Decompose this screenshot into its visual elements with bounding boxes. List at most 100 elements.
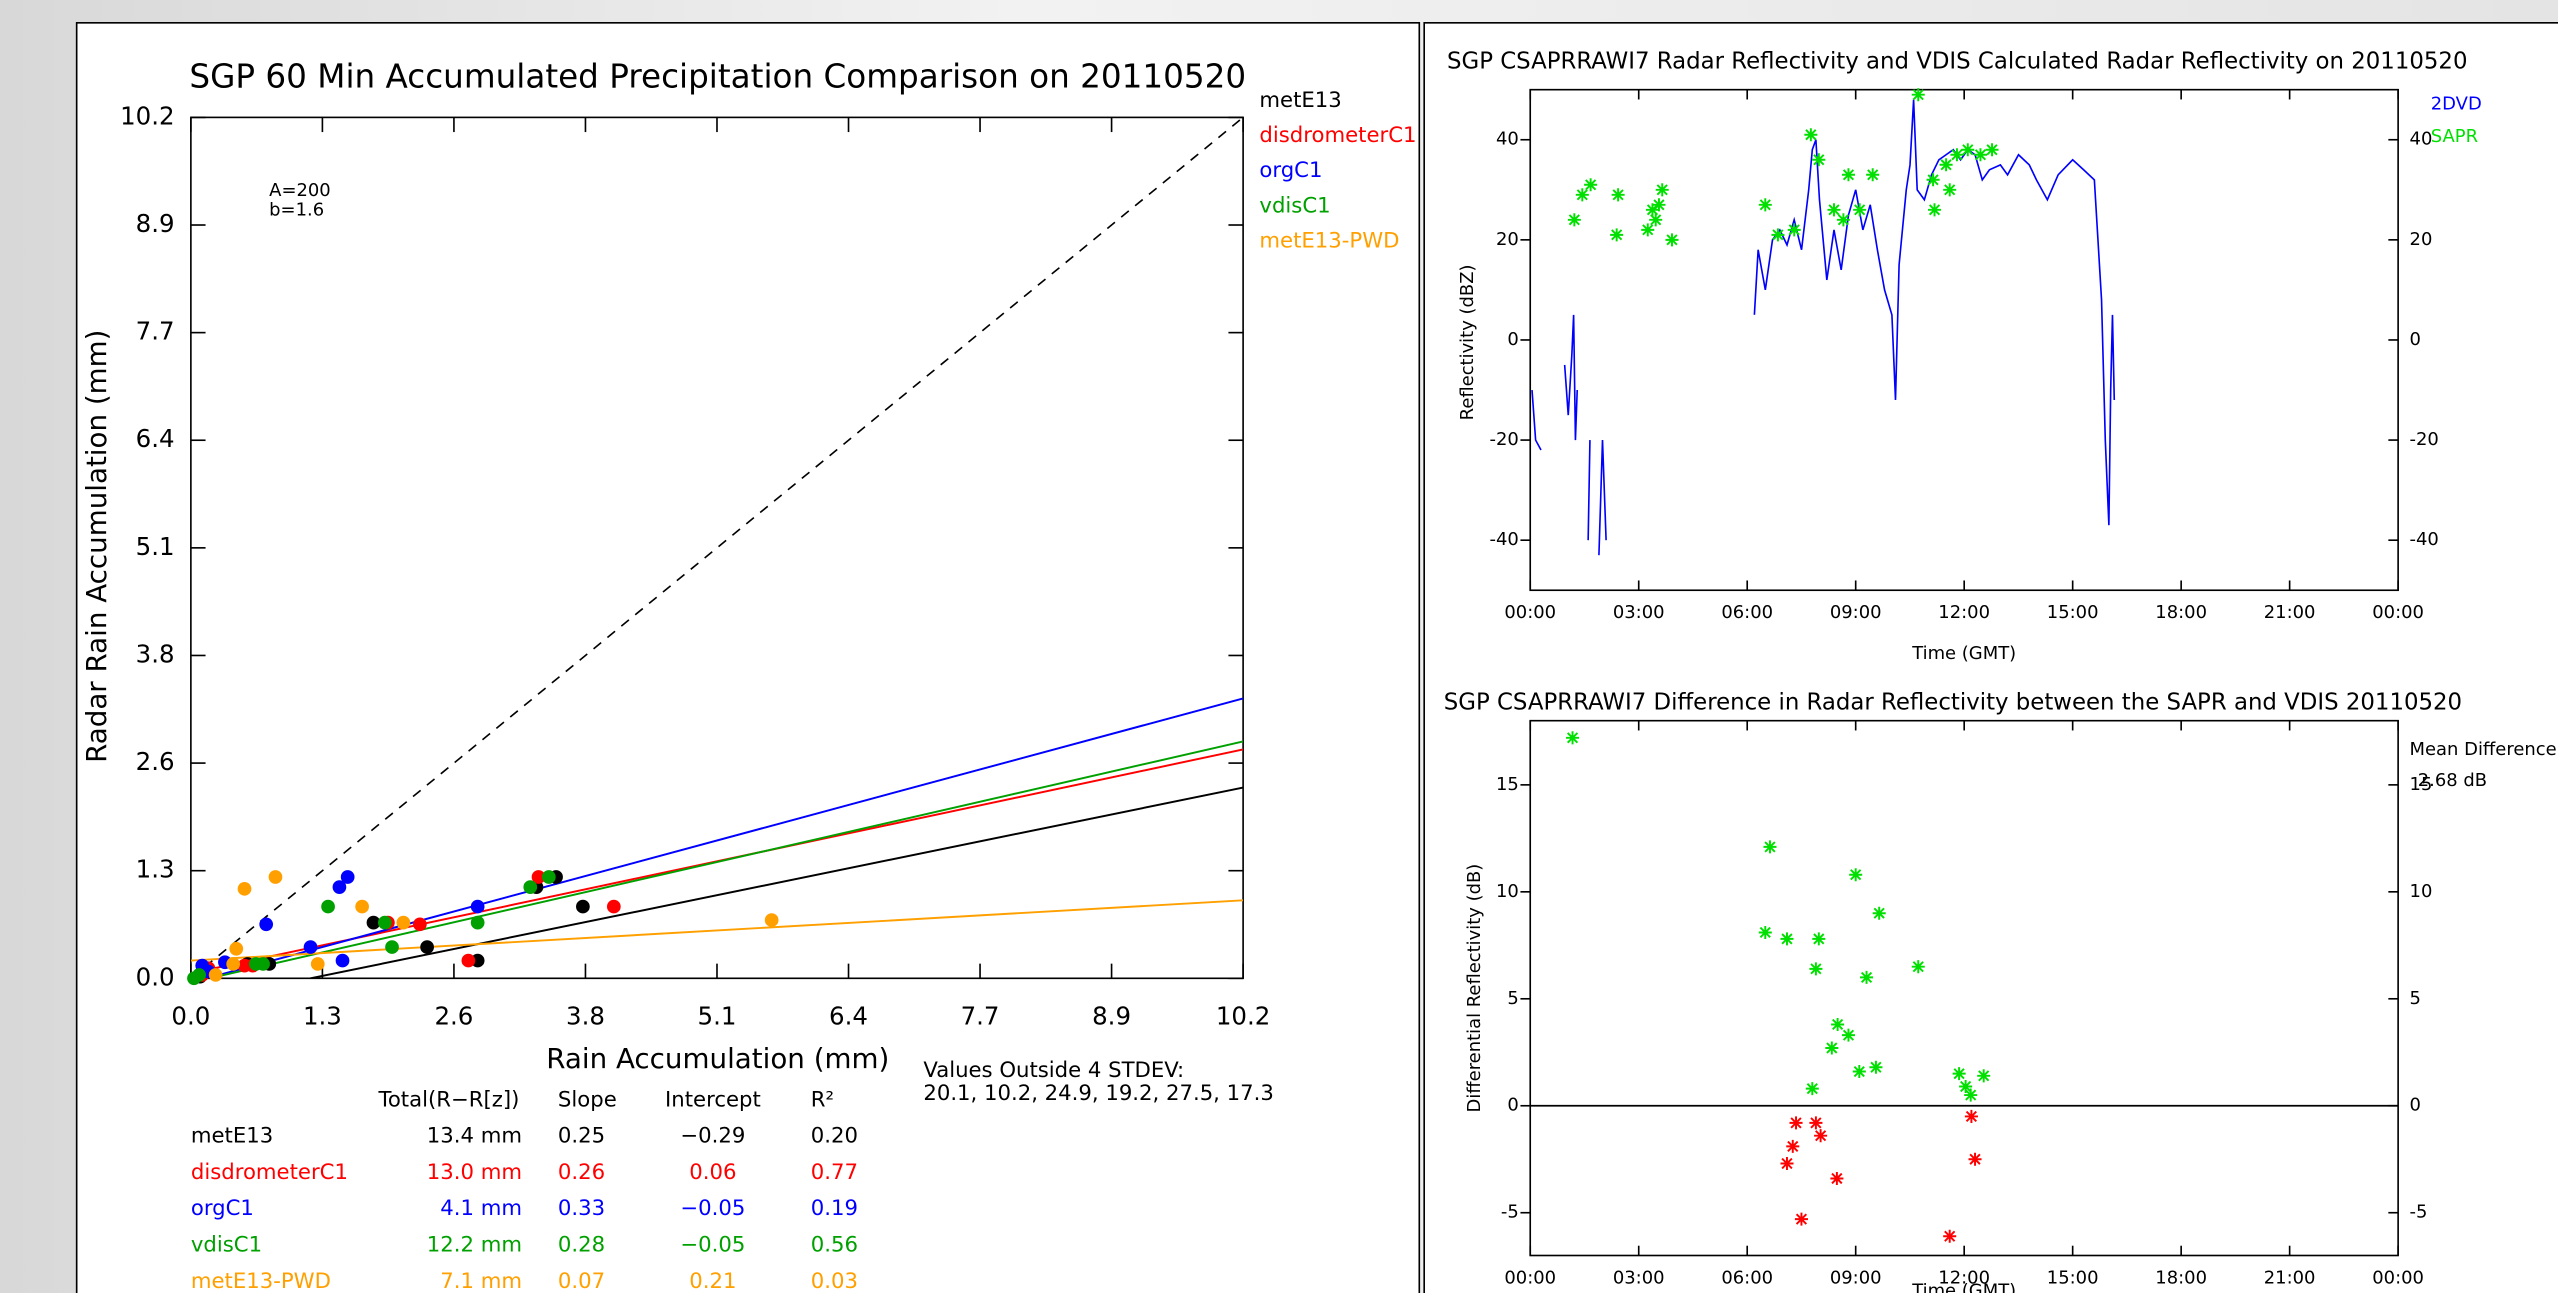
y2-tick-label: -20 [2410,429,2439,450]
table-total: 13.0 mm [427,1159,522,1184]
legend-entry: metE13 [1259,87,1341,112]
point [321,899,335,914]
x-tick-label: 06:00 [1721,602,1773,623]
star-marker [1911,960,1925,974]
table-cell: −0.05 [680,1195,745,1220]
table-cell: 0.21 [689,1268,736,1293]
star-marker [1645,203,1659,217]
star-marker [1977,1069,1991,1083]
table-total: 12.2 mm [427,1232,522,1257]
star-marker [1831,1017,1845,1031]
star-marker [1964,1109,1978,1123]
y2-tick-label: 0 [2410,329,2421,350]
y2-tick-label: -5 [2410,1202,2428,1223]
x-tick-label: 0.0 [171,1001,210,1030]
star-marker [1812,153,1826,167]
fit-line [202,697,1244,979]
y-axis-label: Radar Rain Accumulation (mm) [80,330,113,763]
legend-entry: metE13-PWD [1259,227,1399,252]
annotation: b=1.6 [269,199,324,220]
legend-entry: 2DVD [2431,93,2482,114]
point [192,968,206,982]
point [237,881,252,896]
star-marker [1939,158,1953,172]
one-to-one-line [190,117,1244,979]
legend-entry: SAPR [2431,126,2478,147]
star-marker [1804,128,1818,142]
star-marker [1787,223,1801,237]
star-marker [1853,203,1867,217]
table-header: Intercept [665,1087,761,1112]
star-marker [1805,1082,1819,1096]
y-tick-label: 10 [1496,881,1519,902]
point [461,953,476,968]
table-cell: 0.28 [558,1232,605,1257]
point [229,941,244,956]
x-tick-label: 00:00 [2372,1267,2424,1288]
x-axis-label: Time (GMT) [1911,1280,2016,1293]
point [470,899,485,914]
x-axis-label: Time (GMT) [1911,643,2016,664]
y-tick-label: 6.4 [136,424,175,453]
star-marker [1961,143,1975,157]
x-tick-label: 15:00 [2047,1267,2099,1288]
point [303,940,318,954]
point [259,917,274,932]
y-tick-label: 0.0 [136,962,175,991]
star-marker [1652,198,1666,212]
star-marker [1841,1028,1855,1042]
star-marker [1825,1041,1839,1055]
y-tick-label: 5 [1507,988,1518,1009]
star-marker [1841,168,1855,182]
star-marker [1827,203,1841,217]
y-tick-label: -40 [1489,529,1518,550]
star-marker [1789,1116,1803,1130]
point [413,917,427,932]
point [208,968,223,982]
table-row-name: disdrometerC1 [191,1159,348,1184]
x-tick-label: 06:00 [1721,1267,1773,1288]
star-marker [1964,1088,1978,1102]
point [576,899,590,914]
star-marker [1973,148,1987,162]
table-cell: 0.20 [811,1122,858,1147]
star-marker [1968,1152,1982,1166]
table-cell: 0.25 [558,1122,605,1147]
y2-tick-label: 15 [2410,774,2433,795]
x-tick-label: 21:00 [2264,602,2316,623]
y-axis-label: Differential Reflectivity (dB) [1464,864,1485,1113]
star-marker [1952,1067,1966,1081]
left-panel [75,22,1421,1293]
x-tick-label: 12:00 [1938,1267,1990,1288]
point [226,957,241,971]
x-tick-label: 21:00 [2264,1267,2316,1288]
star-marker [1575,188,1589,202]
star-marker [1780,932,1794,946]
star-marker [1611,188,1625,202]
star-marker [1786,1139,1800,1153]
x-tick-label: 10.2 [1216,1001,1270,1030]
x-tick-label: 15:00 [2047,602,2099,623]
y-tick-label: 20 [1496,229,1519,250]
chart-title: SGP CSAPRRAWI7 Radar Reflectivity and VD… [1447,48,2467,74]
star-marker [1943,1229,1957,1243]
point [385,940,399,954]
legend-entry: orgC1 [1259,157,1322,182]
table-row-name: vdisC1 [191,1232,262,1257]
y-tick-label: 8.9 [136,209,175,238]
star-marker [1911,88,1925,102]
fit-line [190,899,1244,962]
y-tick-label: 10.2 [120,101,174,130]
chart-title: SGP CSAPRRAWI7 Difference in Radar Refle… [1444,689,2462,715]
point [377,915,392,930]
legend-entry: vdisC1 [1259,192,1330,217]
table-cell: 0.26 [558,1159,605,1184]
star-marker [1763,840,1777,854]
plot-area [1531,99,2116,556]
table-cell: −0.05 [680,1232,745,1257]
table-header: Slope [558,1087,617,1112]
table-cell: 0.06 [689,1159,736,1184]
table-total: 4.1 mm [440,1195,522,1220]
point [335,953,350,968]
